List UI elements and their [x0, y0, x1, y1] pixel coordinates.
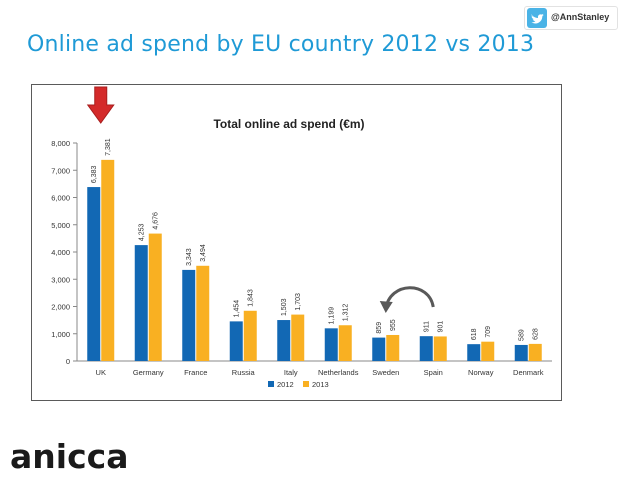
bar-2012 — [419, 336, 433, 361]
curved-arrow-head — [379, 301, 393, 313]
bar-2012 — [372, 337, 386, 361]
y-tick-label: 6,000 — [51, 194, 70, 203]
data-label-2013: 3,494 — [200, 244, 207, 262]
data-label-2013: 7,381 — [105, 138, 112, 156]
chart-title: Total online ad spend (€m) — [213, 117, 364, 131]
y-tick-label: 5,000 — [51, 221, 70, 230]
twitter-bird-icon — [527, 8, 547, 28]
data-label-2012: 1,199 — [329, 307, 336, 325]
data-label-2013: 1,703 — [295, 293, 302, 311]
x-category-label: Sweden — [372, 368, 399, 377]
slide-title: Online ad spend by EU country 2012 vs 20… — [27, 32, 535, 57]
data-label-2013: 628 — [533, 328, 540, 340]
twitter-handle: @AnnStanley — [551, 12, 610, 22]
legend-swatch-2013 — [303, 381, 309, 387]
x-category-label: Spain — [424, 368, 443, 377]
x-category-label: Norway — [468, 368, 494, 377]
data-label-2013: 1,843 — [248, 289, 255, 307]
x-category-label: Russia — [232, 368, 256, 377]
data-label-2013: 709 — [485, 326, 492, 338]
data-label-2013: 955 — [390, 319, 397, 331]
x-category-label: Denmark — [513, 368, 544, 377]
bar-2013 — [196, 265, 210, 361]
y-tick-label: 1,000 — [51, 330, 70, 339]
legend-label-2013: 2013 — [312, 380, 329, 389]
curved-arrow-icon — [384, 286, 435, 310]
x-category-label: Netherlands — [318, 368, 359, 377]
chart-frame: Total online ad spend (€m) 0 1,000 2,000 3,0… — [31, 84, 562, 401]
bar-2013 — [291, 314, 305, 361]
bar-2012 — [514, 344, 528, 361]
bar-2013 — [481, 341, 495, 361]
data-label-2012: 911 — [424, 321, 431, 332]
y-tick-label: 7,000 — [51, 166, 70, 175]
data-label-2012: 3,343 — [186, 248, 193, 266]
bar-2012 — [87, 187, 101, 361]
bar-2012 — [229, 321, 243, 361]
bar-2012 — [467, 344, 481, 361]
x-category-label: Italy — [284, 368, 298, 377]
data-label-2012: 1,503 — [281, 298, 288, 316]
x-category-label: France — [184, 368, 207, 377]
bar-2012 — [134, 245, 148, 361]
y-tick-label: 8,000 — [51, 139, 70, 148]
bar-2013 — [433, 336, 447, 361]
data-label-2012: 1,454 — [234, 300, 241, 318]
bar-2013 — [148, 233, 162, 361]
data-label-2012: 618 — [471, 328, 478, 340]
bar-2013 — [528, 343, 542, 361]
anicca-logo: anicca — [10, 437, 129, 476]
data-label-2013: 901 — [438, 321, 445, 333]
bar-2012 — [277, 320, 291, 361]
y-tick-label: 0 — [66, 357, 70, 366]
bar-2013 — [101, 159, 115, 361]
data-label-2012: 4,253 — [139, 223, 146, 241]
data-label-2012: 859 — [376, 322, 383, 334]
bar-2012 — [324, 328, 338, 361]
data-label-2012: 6,383 — [91, 165, 98, 183]
twitter-badge[interactable]: @AnnStanley — [524, 6, 618, 30]
bar-2013 — [243, 310, 257, 361]
x-category-label: Germany — [133, 368, 164, 377]
data-label-2012: 589 — [519, 329, 526, 341]
bar-2012 — [182, 269, 196, 361]
y-tick-label: 4,000 — [51, 248, 70, 257]
down-arrow-icon — [86, 86, 115, 124]
y-tick-label: 3,000 — [51, 275, 70, 284]
bar-chart: Total online ad spend (€m) 0 1,000 2,000 3,0… — [51, 86, 552, 389]
data-label-2013: 1,312 — [343, 304, 350, 322]
legend-swatch-2012 — [268, 381, 274, 387]
bar-2013 — [386, 334, 400, 361]
data-label-2013: 4,676 — [153, 212, 160, 230]
legend-label-2012: 2012 — [277, 380, 294, 389]
y-tick-label: 2,000 — [51, 303, 70, 312]
bar-2013 — [338, 325, 352, 361]
x-category-label: UK — [96, 368, 106, 377]
